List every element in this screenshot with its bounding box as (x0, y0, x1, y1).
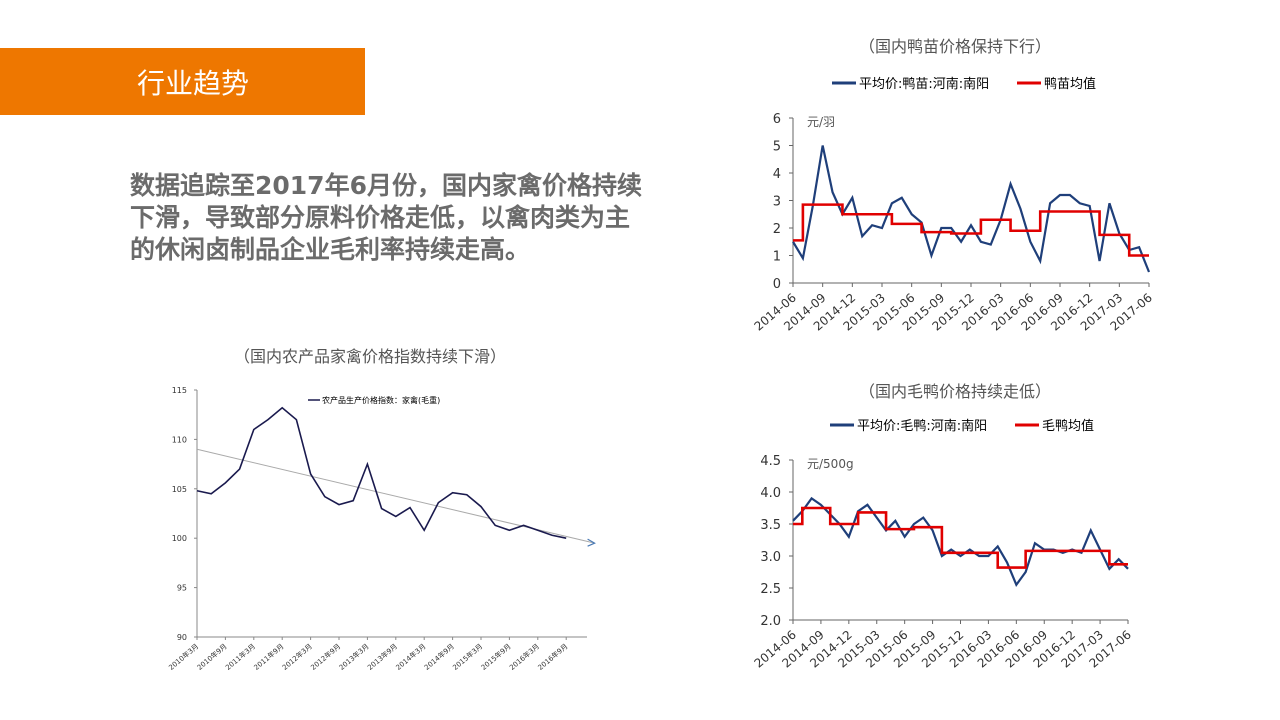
y-tick-label: 2 (773, 222, 781, 237)
summary-line: 下滑，导致部分原料价格走低，以禽肉类为主 (130, 203, 631, 232)
y-tick-label: 3 (773, 195, 781, 210)
x-tick-label: 2016年3月 (508, 642, 542, 672)
y-tick-label: 115 (172, 386, 187, 395)
section-title-banner: 行业趋势 (0, 48, 365, 115)
legend-label: 平均价:毛鸭:河南:南阳 (857, 418, 987, 434)
legend-label: 毛鸭均值 (1042, 418, 1094, 434)
y-tick-label: 2.0 (760, 614, 781, 629)
duck-seedling-caption: （国内鸭苗价格保持下行） (858, 37, 1051, 56)
x-tick-label: 2010年3月 (167, 642, 201, 672)
x-tick-label: 2011年3月 (224, 642, 258, 672)
x-tick-label: 2011年9月 (252, 642, 286, 672)
x-tick-label: 2013年9月 (366, 642, 400, 672)
section-title: 行业趋势 (137, 67, 250, 100)
series-line (196, 406, 567, 539)
unit-label: 元/500g (807, 457, 854, 471)
y-tick-label: 6 (773, 112, 781, 127)
y-tick-label: 3.5 (760, 518, 781, 533)
legend-label: 农产品生产价格指数：家禽(毛重) (322, 395, 440, 405)
summary-text: 数据追踪至2017年6月份，国内家禽价格持续 下滑，导致部分原料价格走低，以禽肉… (130, 170, 642, 266)
x-tick-label: 2014年3月 (394, 642, 428, 672)
x-tick-label: 2012年3月 (280, 642, 314, 672)
y-tick-label: 90 (177, 633, 187, 642)
unit-label: 元/羽 (807, 115, 835, 129)
x-tick-label: 2015年9月 (479, 642, 513, 672)
y-tick-label: 4.5 (760, 454, 781, 469)
poultry-index-caption: （国内农产品家禽价格指数持续下滑） (233, 347, 506, 366)
y-tick-label: 0 (773, 277, 781, 292)
y-tick-label: 4 (773, 167, 781, 182)
legend-label: 平均价:鸭苗:河南:南阳 (859, 76, 989, 92)
legend-label: 鸭苗均值 (1044, 76, 1096, 92)
summary-line: 数据追踪至2017年6月份，国内家禽价格持续 (130, 171, 642, 200)
y-tick-label: 3.0 (760, 550, 781, 565)
y-tick-label: 100 (172, 534, 187, 543)
x-tick-label: 2014年9月 (422, 642, 456, 672)
y-tick-label: 1 (773, 250, 781, 265)
x-tick-label: 2013年3月 (337, 642, 371, 672)
y-tick-label: 4.0 (760, 486, 781, 501)
x-tick-label: 2015年3月 (451, 642, 485, 672)
average-step-line (793, 506, 1128, 569)
x-tick-label: 2010年9月 (195, 642, 229, 672)
trend-arrow-icon (587, 538, 596, 547)
x-tick-label: 2012年9月 (309, 642, 343, 672)
y-tick-label: 95 (177, 584, 187, 593)
summary-line: 的休闲卤制品企业毛利率持续走高。 (130, 235, 531, 264)
x-tick-label: 2016年9月 (536, 642, 570, 672)
y-tick-label: 5 (773, 140, 781, 155)
price-series-line (792, 145, 1151, 273)
y-tick-label: 105 (172, 485, 187, 494)
average-step-line (793, 203, 1149, 257)
y-tick-label: 110 (172, 435, 187, 444)
price-series-line (792, 496, 1129, 588)
y-tick-label: 2.5 (760, 582, 781, 597)
live-duck-caption: （国内毛鸭价格持续走低） (858, 382, 1051, 401)
